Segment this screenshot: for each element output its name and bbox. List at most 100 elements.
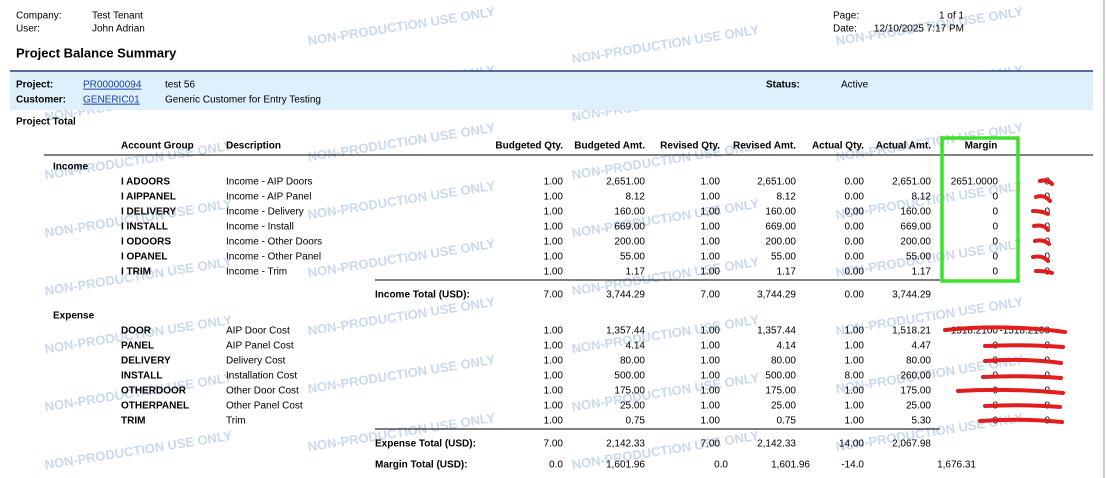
total-value: 2,142.33 — [606, 439, 645, 450]
amount: 1.00 — [544, 267, 564, 278]
account-group: DOOR — [121, 326, 152, 337]
highlight-box — [940, 136, 1020, 283]
section-title: Project Total — [16, 117, 76, 128]
amount: 5.30 — [912, 416, 932, 427]
amount: 669.00 — [900, 222, 931, 233]
customer-label: Customer: — [16, 95, 66, 106]
customer-id[interactable]: GENERIC01 — [83, 95, 140, 106]
amount: 1.00 — [845, 341, 865, 352]
margin-value: 0 — [992, 192, 998, 203]
amount: 25.00 — [620, 401, 645, 412]
amount: 80.00 — [620, 356, 645, 367]
account-group: I INSTALL — [121, 222, 168, 233]
amount: 669.00 — [614, 222, 645, 233]
amount: 500.00 — [614, 371, 645, 382]
project-id[interactable]: PR00000094 — [83, 80, 142, 91]
description: Installation Cost — [226, 371, 297, 382]
amount: 1.00 — [701, 356, 721, 367]
amount: 2,651.00 — [757, 177, 796, 188]
amount: 1.00 — [701, 207, 721, 218]
account-group: I DELIVERY — [121, 207, 177, 218]
amount: 1.17 — [777, 267, 797, 278]
amount: 1.00 — [701, 416, 721, 427]
group-name: Income — [53, 162, 88, 173]
column-header: Actual Amt. — [876, 141, 931, 152]
page-number: 1 of 1 — [939, 11, 964, 22]
company-label: Company: — [16, 11, 62, 22]
description: Income - AIP Doors — [226, 177, 313, 188]
description: Income - AIP Panel — [226, 192, 311, 203]
margin-value: 2651.0000 — [951, 177, 999, 188]
amount: 1.00 — [701, 192, 721, 203]
amount: 55.00 — [906, 252, 931, 263]
amount: 1.00 — [544, 326, 564, 337]
project-desc: test 56 — [165, 80, 195, 91]
total-value: 7.00 — [701, 290, 721, 301]
user: John Adrian — [92, 24, 145, 35]
amount: 1.17 — [626, 267, 646, 278]
description: AIP Door Cost — [226, 326, 290, 337]
column-header: Revised Amt. — [733, 141, 796, 152]
amount: 1.00 — [701, 237, 721, 248]
amount: 1.00 — [544, 341, 564, 352]
margin-value: -1518.2100 — [999, 326, 1050, 337]
amount: 8.12 — [777, 192, 797, 203]
report-title: Project Balance Summary — [16, 45, 177, 60]
account-group: DELIVERY — [121, 356, 171, 367]
amount: 0.00 — [845, 252, 865, 263]
account-group: PANEL — [121, 341, 154, 352]
total-value: 7.00 — [701, 439, 721, 450]
amount: 1.00 — [544, 222, 564, 233]
amount: 8.12 — [912, 192, 932, 203]
column-header: Budgeted Qty. — [495, 141, 563, 152]
column-header: Description — [226, 141, 281, 152]
amount: 1.00 — [544, 371, 564, 382]
amount: 669.00 — [765, 222, 796, 233]
amount: 1.00 — [544, 177, 564, 188]
description: Other Panel Cost — [226, 401, 303, 412]
description: Income - Other Panel — [226, 252, 321, 263]
total-value: 3,744.29 — [606, 290, 645, 301]
description: Income - Other Doors — [226, 237, 322, 248]
total-value: 14.00 — [839, 439, 864, 450]
user-label: User: — [16, 24, 40, 35]
amount: 1,357.44 — [606, 326, 645, 337]
amount: 4.14 — [626, 341, 646, 352]
amount: 260.00 — [900, 371, 931, 382]
amount: 25.00 — [906, 401, 931, 412]
amount: 1,357.44 — [757, 326, 796, 337]
amount: 160.00 — [614, 207, 645, 218]
amount: 175.00 — [765, 386, 796, 397]
margin-total-value: 1,601.96 — [606, 460, 645, 471]
amount: 0.00 — [845, 222, 865, 233]
amount: 0.00 — [845, 177, 865, 188]
date: 12/10/2025 7:17 PM — [874, 24, 964, 35]
column-header: Actual Qty. — [812, 141, 864, 152]
company: Test Tenant — [92, 11, 143, 22]
description: Income - Delivery — [226, 207, 304, 218]
amount: 1.00 — [544, 416, 564, 427]
amount: 2,651.00 — [606, 177, 645, 188]
amount: 25.00 — [771, 401, 796, 412]
amount: 160.00 — [900, 207, 931, 218]
description: Trim — [226, 416, 246, 427]
amount: 1.00 — [845, 356, 865, 367]
amount: 0.75 — [626, 416, 646, 427]
amount: 1,518.21 — [892, 326, 931, 337]
amount: 0.00 — [845, 267, 865, 278]
account-group: I TRIM — [121, 267, 151, 278]
margin-total-value: 0.0 — [714, 460, 728, 471]
amount: 4.47 — [912, 341, 932, 352]
amount: 175.00 — [614, 386, 645, 397]
total-value: 7.00 — [544, 290, 564, 301]
amount: 1.00 — [701, 252, 721, 263]
amount: 1.17 — [912, 267, 932, 278]
account-group: OTHERDOOR — [121, 386, 187, 397]
amount: 1.00 — [845, 386, 865, 397]
amount: 160.00 — [765, 207, 796, 218]
account-group: I ADOORS — [121, 177, 170, 188]
amount: 0.00 — [845, 192, 865, 203]
amount: 1.00 — [544, 207, 564, 218]
amount: 0.00 — [845, 207, 865, 218]
amount: 1.00 — [701, 222, 721, 233]
